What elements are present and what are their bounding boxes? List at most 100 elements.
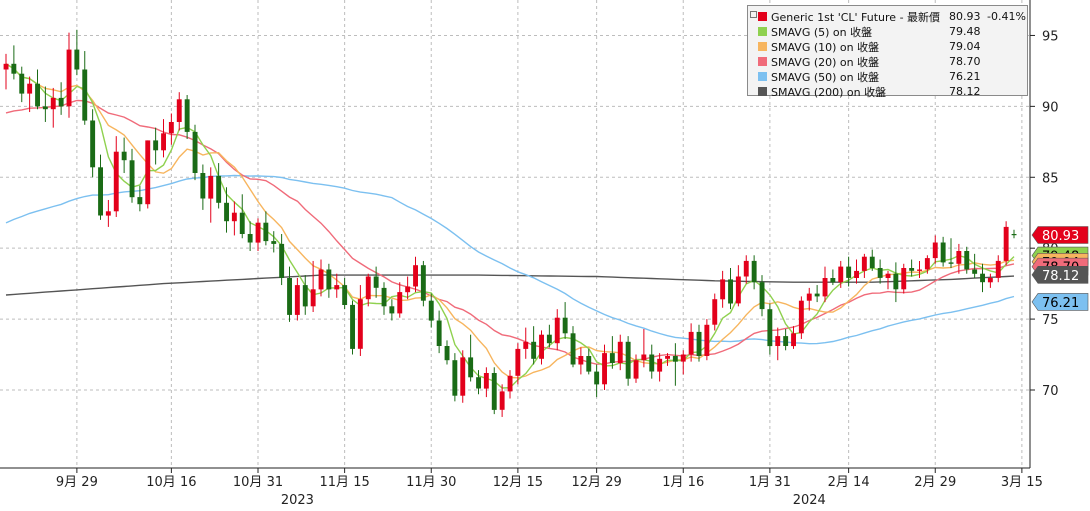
candle-body xyxy=(531,341,537,359)
legend-row[interactable]: SMAVG (5) on 收盤 79.48 xyxy=(758,24,1023,39)
price-badge: 80.93 xyxy=(1031,226,1089,244)
candle-body xyxy=(641,354,647,361)
candle-body xyxy=(413,265,418,287)
candle-body xyxy=(224,202,229,222)
candle-body xyxy=(869,256,875,268)
candle-body xyxy=(665,356,670,359)
candle-body xyxy=(783,336,789,346)
candle-body xyxy=(294,285,300,315)
candle-body xyxy=(318,269,324,290)
candle-body xyxy=(271,241,277,244)
legend-row[interactable]: SMAVG (20) on 收盤 78.70 xyxy=(758,54,1023,69)
candle-body xyxy=(436,320,442,346)
candle-body xyxy=(696,331,702,356)
candle-body xyxy=(161,133,166,151)
candle-body xyxy=(74,49,80,70)
candle-body xyxy=(58,97,64,107)
legend-row[interactable]: SMAVG (50) on 收盤 76.21 xyxy=(758,69,1023,84)
candle-body xyxy=(909,268,915,271)
candle-body xyxy=(145,140,151,205)
candle-body xyxy=(720,279,726,300)
x-tick-label: 1月 16 xyxy=(662,475,704,490)
candle-body xyxy=(389,306,395,314)
candle-body xyxy=(66,49,72,107)
candle-body xyxy=(3,63,9,70)
candle-body xyxy=(539,334,544,359)
candle-body xyxy=(980,273,985,283)
legend-row[interactable]: Generic 1st 'CL' Future - 最新價 80.93 -0.41% xyxy=(758,9,1026,24)
x-tick-label: 9月 29 xyxy=(56,475,98,490)
candle-body xyxy=(168,122,174,134)
legend-value: 79.48 xyxy=(949,25,981,38)
candle-body xyxy=(743,260,749,277)
x-tick-label: 10月 16 xyxy=(146,475,196,490)
candle-body xyxy=(791,333,796,347)
legend-label: SMAVG (5) on 收盤 xyxy=(771,25,873,39)
candle-body xyxy=(838,266,844,283)
candle-body xyxy=(956,251,962,264)
candle-body xyxy=(523,341,529,349)
candle-body xyxy=(491,373,497,410)
candle-body xyxy=(326,269,332,290)
candle-body xyxy=(830,278,836,283)
candle-body xyxy=(27,83,33,94)
legend-swatch xyxy=(758,42,767,51)
price-badge-shape xyxy=(1031,226,1089,244)
candle-body xyxy=(893,273,899,290)
legend-swatch xyxy=(758,27,767,36)
candle-body xyxy=(263,222,269,242)
candle-body xyxy=(735,276,741,304)
candle-body xyxy=(751,260,757,283)
x-year-label: 2024 xyxy=(793,493,826,508)
candle-body xyxy=(231,212,237,222)
y-tick-label: 90 xyxy=(1042,100,1059,115)
candle-body xyxy=(90,120,96,168)
candle-body xyxy=(877,268,883,278)
legend-label: SMAVG (20) on 收盤 xyxy=(771,55,880,69)
candlesticks xyxy=(3,29,1017,417)
candle-body xyxy=(35,83,40,107)
candle-body xyxy=(129,160,135,198)
candle-body xyxy=(137,197,143,205)
candle-body xyxy=(342,285,348,305)
candle-body xyxy=(105,211,111,216)
candle-body xyxy=(806,293,812,301)
candle-body xyxy=(420,265,426,301)
candle-body xyxy=(19,73,25,94)
legend-row[interactable]: SMAVG (10) on 收盤 79.04 xyxy=(758,39,1023,54)
candle-body xyxy=(578,356,584,365)
legend-collapse-icon[interactable] xyxy=(750,11,757,18)
candle-body xyxy=(444,346,450,361)
candle-body xyxy=(995,260,1001,278)
candle-body xyxy=(854,270,859,278)
moving-average-lines xyxy=(5,63,1015,389)
candle-body xyxy=(287,278,292,315)
candle-body xyxy=(728,279,733,304)
candle-body xyxy=(428,300,434,321)
candle-body xyxy=(381,287,387,307)
candle-body xyxy=(452,360,458,396)
y-tick-label: 75 xyxy=(1042,313,1059,328)
candle-body xyxy=(255,222,261,243)
candle-body xyxy=(176,99,182,122)
candle-body xyxy=(972,269,978,274)
candle-body xyxy=(649,354,655,372)
candle-body xyxy=(476,377,481,389)
candle-body xyxy=(216,175,222,203)
legend-label: SMAVG (200) on 收盤 xyxy=(771,85,887,99)
legend-swatch xyxy=(758,87,767,96)
x-tick-label: 10月 31 xyxy=(233,475,283,490)
candle-body xyxy=(515,348,521,376)
y-tick-label: 95 xyxy=(1042,29,1059,44)
price-badge: 78.12 xyxy=(1031,266,1089,284)
candle-body xyxy=(499,391,505,410)
candle-body xyxy=(987,278,993,283)
candle-body xyxy=(397,292,403,314)
candle-body xyxy=(602,353,607,385)
candle-body xyxy=(570,333,576,365)
candle-body xyxy=(586,356,592,372)
price-badge-label: 78.12 xyxy=(1042,269,1079,284)
legend-row[interactable]: SMAVG (200) on 收盤 78.12 xyxy=(758,84,1023,99)
candle-body xyxy=(357,299,363,349)
candle-body xyxy=(200,173,206,199)
